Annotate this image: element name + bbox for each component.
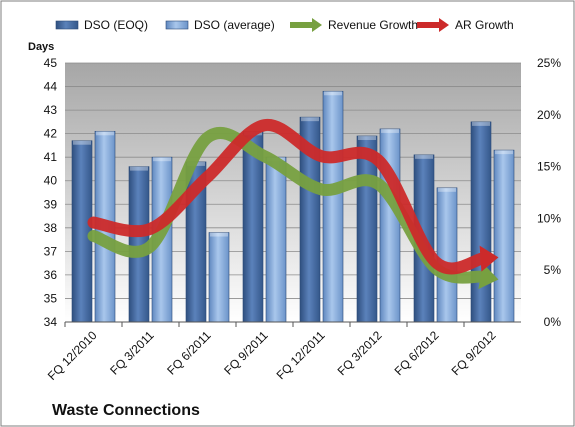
bar-highlight — [210, 232, 228, 237]
legend-arrowhead — [312, 18, 322, 32]
y-tick-left: 42 — [44, 127, 58, 141]
line-layer — [87, 119, 499, 290]
bar-highlight — [96, 131, 114, 136]
series-line — [87, 119, 489, 275]
left-axis-ticks: 34 35 36 37 38 39 40 41 42 43 44 45 — [44, 56, 58, 329]
y-tick-left: 34 — [44, 315, 58, 329]
bar-highlight — [153, 157, 171, 162]
bar-highlight — [324, 91, 342, 96]
y-tick-right: 10% — [537, 211, 561, 225]
legend-arrowhead — [439, 18, 449, 32]
y-tick-right: 15% — [537, 160, 561, 174]
y-tick-left: 41 — [44, 150, 58, 164]
bar — [322, 90, 344, 323]
y-axis-title: Days — [28, 41, 54, 53]
legend-label: AR Growth — [455, 18, 514, 32]
legend-label: DSO (EOQ) — [84, 18, 148, 32]
bar-layer — [71, 90, 515, 323]
bar-highlight — [301, 117, 319, 122]
y-tick-left: 35 — [44, 291, 58, 305]
bar-highlight — [415, 154, 433, 159]
bar-highlight — [495, 150, 513, 155]
bar-highlight — [73, 140, 91, 145]
bar-highlight — [472, 121, 490, 126]
y-tick-left: 43 — [44, 103, 58, 117]
y-tick-right: 5% — [544, 263, 562, 277]
right-axis-ticks: 0% 5% 10% 15% 20% 25% — [537, 56, 561, 329]
bar — [470, 121, 492, 323]
y-tick-left: 44 — [44, 80, 58, 94]
y-tick-left: 36 — [44, 268, 58, 282]
bar-highlight — [130, 166, 148, 171]
legend-swatch — [165, 20, 189, 30]
y-tick-right: 0% — [544, 315, 562, 329]
y-tick-left: 39 — [44, 197, 58, 211]
series-arrowhead — [479, 245, 499, 272]
legend-label: DSO (average) — [194, 18, 275, 32]
y-tick-right: 25% — [537, 56, 561, 70]
y-tick-left: 37 — [44, 244, 58, 258]
legend-label: Revenue Growth — [328, 18, 418, 32]
legend-swatch — [55, 20, 79, 30]
y-tick-left: 38 — [44, 221, 58, 235]
y-tick-left: 45 — [44, 56, 58, 70]
bar — [265, 156, 287, 323]
bar-highlight — [438, 187, 456, 192]
bar — [493, 149, 515, 323]
y-tick-right: 20% — [537, 108, 561, 122]
bar-highlight — [381, 128, 399, 133]
bar — [208, 232, 230, 323]
bar — [71, 140, 93, 323]
bar — [436, 187, 458, 323]
y-tick-left: 40 — [44, 174, 58, 188]
legend: DSO (EOQ) DSO (average) Revenue Growth AR G… — [55, 18, 514, 32]
bar-highlight — [358, 135, 376, 140]
chart-title: Waste Connections — [52, 402, 200, 419]
